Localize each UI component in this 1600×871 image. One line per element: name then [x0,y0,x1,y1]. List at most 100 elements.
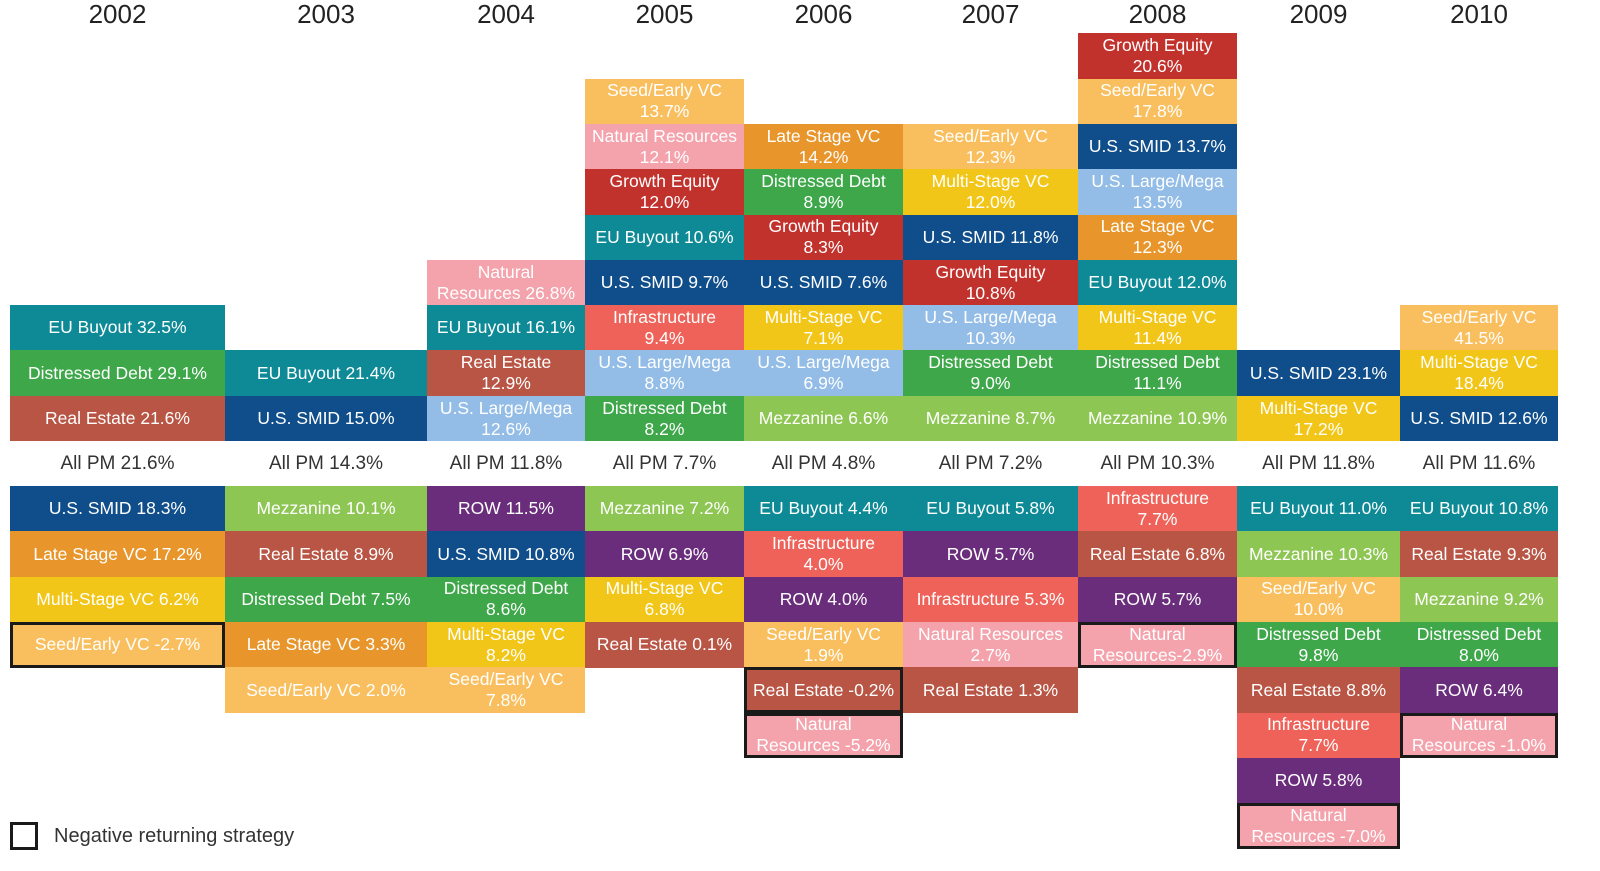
strategy-cell: EU Buyout 10.6% [585,214,744,261]
strategy-cell: Natural Resources -5.2% [744,712,903,759]
strategy-cell: EU Buyout 16.1% [427,305,585,351]
all-pm-label-2002: All PM 21.6% [60,453,175,474]
strategy-cell: Mezzanine 8.7% [903,395,1078,442]
strategy-cell: Multi-Stage VC 6.2% [10,576,225,623]
strategy-cell: Real Estate 6.8% [1078,531,1237,578]
strategy-cell: Distressed Debt 29.1% [10,350,225,397]
all-pm-label-2008: All PM 10.3% [1100,453,1215,474]
strategy-cell: Multi-Stage VC 11.4% [1078,305,1237,351]
strategy-cell: Growth Equity 12.0% [585,169,744,215]
strategy-cell: Natural Resources 26.8% [427,259,585,306]
strategy-cell: Distressed Debt 8.9% [744,169,903,215]
strategy-cell: EU Buyout 32.5% [10,305,225,351]
strategy-cell: U.S. SMID 7.6% [744,259,903,306]
strategy-cell: Seed/Early VC 17.8% [1078,78,1237,125]
strategy-cell: Multi-Stage VC 7.1% [744,305,903,351]
strategy-cell: Seed/Early VC 12.3% [903,123,1078,170]
all-pm-label-2007: All PM 7.2% [938,453,1043,474]
strategy-cell: Seed/Early VC 7.8% [427,667,585,713]
strategy-cell: Distressed Debt 7.5% [225,576,427,623]
strategy-cell: U.S. SMID 12.6% [1400,395,1558,442]
strategy-cell: Natural Resources 12.1% [585,123,744,170]
strategy-cell: U.S. Large/Mega 8.8% [585,350,744,397]
year-label-2008: 2008 [1128,0,1187,29]
strategy-cell: U.S. Large/Mega 6.9% [744,350,903,397]
strategy-cell: Seed/Early VC 1.9% [744,621,903,668]
strategy-cell: EU Buyout 11.0% [1237,486,1400,532]
strategy-cell: ROW 4.0% [744,576,903,623]
year-label-2010: 2010 [1450,0,1508,29]
legend-negative-box [10,822,38,850]
year-label-2005: 2005 [635,0,694,29]
all-pm-label-2009: All PM 11.8% [1262,453,1375,474]
strategy-cell: Real Estate 0.1% [585,621,744,668]
strategy-cell: ROW 11.5% [427,486,585,532]
strategy-cell: Mezzanine 9.2% [1400,576,1558,623]
strategy-cell: Growth Equity 20.6% [1078,33,1237,80]
strategy-cell: Real Estate 1.3% [903,667,1078,713]
all-pm-label-2004: All PM 11.8% [449,453,563,474]
strategy-cell: Distressed Debt 9.8% [1237,621,1400,668]
strategy-cell: Multi-Stage VC 8.2% [427,621,585,668]
legend-label: Negative returning strategy [54,824,295,847]
strategy-cell: U.S. SMID 23.1% [1237,350,1400,397]
strategy-cell: Seed/Early VC -2.7% [10,621,225,668]
strategy-cell: Late Stage VC 3.3% [225,621,427,668]
strategy-cell: U.S. SMID 10.8% [427,531,585,578]
strategy-cell: Mezzanine 7.2% [585,486,744,532]
all-pm-label-2006: All PM 4.8% [771,453,876,474]
strategy-cell: Growth Equity 8.3% [744,214,903,261]
strategy-cell: Distressed Debt 8.2% [585,395,744,442]
strategy-cell: Real Estate -0.2% [744,667,903,713]
strategy-cell: EU Buyout 10.8% [1400,486,1558,532]
strategy-cell: Mezzanine 10.1% [225,486,427,532]
strategy-cell: Natural Resources-2.9% [1078,621,1237,668]
strategy-cell: EU Buyout 21.4% [225,350,427,397]
strategy-cell: Multi-Stage VC 18.4% [1400,350,1558,397]
year-label-2003: 2003 [297,0,355,29]
strategy-cell: U.S. SMID 11.8% [903,214,1078,261]
all-pm-label-2010: All PM 11.6% [1422,453,1536,474]
strategy-cell: Infrastructure 5.3% [903,576,1078,623]
strategy-cell: Natural Resources 2.7% [903,621,1078,668]
strategy-cell: U.S. SMID 9.7% [585,259,744,306]
strategy-cell: Late Stage VC 12.3% [1078,214,1237,261]
strategy-cell: Infrastructure 9.4% [585,305,744,351]
strategy-cell: U.S. SMID 18.3% [10,486,225,532]
strategy-cell: Multi-Stage VC 12.0% [903,169,1078,215]
strategy-cell: Real Estate 9.3% [1400,531,1558,578]
strategy-cell: Natural Resources -7.0% [1237,803,1400,849]
strategy-cell: Seed/Early VC 41.5% [1400,305,1558,351]
year-label-2006: 2006 [794,0,853,29]
strategy-cell: Distressed Debt 8.6% [427,576,585,623]
strategy-cell: ROW 6.4% [1400,667,1558,713]
strategy-cell: Infrastructure 4.0% [744,531,903,578]
strategy-cell: Mezzanine 6.6% [744,395,903,442]
strategy-cell: U.S. SMID 15.0% [225,395,427,442]
year-label-2009: 2009 [1289,0,1348,29]
strategy-cell: EU Buyout 5.8% [903,486,1078,532]
strategy-cell: Real Estate 12.9% [427,350,585,397]
strategy-cell: Infrastructure 7.7% [1078,486,1237,532]
strategy-cell: ROW 5.8% [1237,757,1400,804]
strategy-cell: Mezzanine 10.9% [1078,395,1237,442]
legend: Negative returning strategy [10,816,294,856]
strategy-cell: U.S. Large/Mega 13.5% [1078,169,1237,215]
year-label-2002: 2002 [88,0,147,29]
strategy-cell: Multi-Stage VC 6.8% [585,576,744,623]
strategy-cell: Seed/Early VC 10.0% [1237,576,1400,623]
strategy-cell: Natural Resources -1.0% [1400,712,1558,759]
strategy-cell: Distressed Debt 8.0% [1400,621,1558,668]
strategy-cell: Growth Equity 10.8% [903,259,1078,306]
strategy-cell: Real Estate 21.6% [10,395,225,442]
year-label-2004: 2004 [477,0,535,29]
strategy-cell: ROW 6.9% [585,531,744,578]
strategy-cell: Distressed Debt 11.1% [1078,350,1237,397]
strategy-cell: U.S. Large/Mega 12.6% [427,395,585,442]
strategy-cell: Real Estate 8.8% [1237,667,1400,713]
strategy-cell: Late Stage VC 14.2% [744,123,903,170]
all-pm-label-2005: All PM 7.7% [612,453,717,474]
year-label-2007: 2007 [961,0,1020,29]
strategy-cell: EU Buyout 4.4% [744,486,903,532]
